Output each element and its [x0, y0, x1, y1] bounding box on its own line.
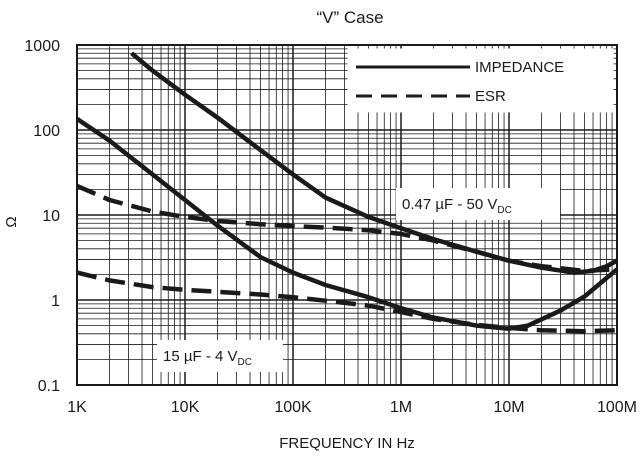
- axis-ticks: 1K 10K 100K 1M 10M 100M 0.1 1 10 100 1000: [24, 38, 637, 416]
- plot-frame: [76, 44, 618, 386]
- legend-label-esr: ESR: [475, 88, 506, 105]
- x-tick-label: 1K: [67, 399, 87, 416]
- x-tick-label: 100M: [597, 399, 637, 416]
- y-axis-label: Ω: [3, 216, 20, 227]
- chart-annotations: 0.47 µF - 50 VDC 15 µF - 4 VDC: [157, 188, 560, 372]
- ann-047-label: 0.47 µF - 50 VDC: [402, 196, 512, 216]
- x-tick-label: 10M: [493, 399, 524, 416]
- y-tick-label: 10: [42, 208, 60, 225]
- x-tick-label: 10K: [171, 399, 200, 416]
- x-tick-label: 1M: [390, 399, 412, 416]
- esr-curve-047: [76, 183, 618, 274]
- ann-047-box: [396, 188, 560, 220]
- y-tick-label: 100: [33, 123, 60, 140]
- chart-legend: IMPEDANCE ESR: [347, 48, 614, 113]
- chart-curves: [75, 51, 619, 334]
- chart-grid: [76, 44, 618, 386]
- impedance-curve-15: [75, 117, 619, 331]
- impedance-curve-047: [130, 51, 619, 275]
- ann-15-box: [157, 340, 283, 372]
- y-tick-label: 1: [51, 293, 60, 310]
- subscript-dc: DC: [238, 357, 252, 368]
- x-axis-label: FREQUENCY IN Hz: [279, 435, 415, 452]
- esr-curve-15: [76, 270, 618, 334]
- x-tick-label: 100K: [274, 399, 312, 416]
- y-tick-label: 0.1: [38, 378, 60, 395]
- subscript-dc: DC: [497, 205, 511, 216]
- y-tick-label: 1000: [24, 38, 60, 55]
- chart-title: “V” Case: [316, 8, 383, 27]
- legend-label-impedance: IMPEDANCE: [475, 59, 564, 76]
- ann-15-label: 15 µF - 4 VDC: [163, 348, 252, 368]
- legend-box: [347, 48, 614, 113]
